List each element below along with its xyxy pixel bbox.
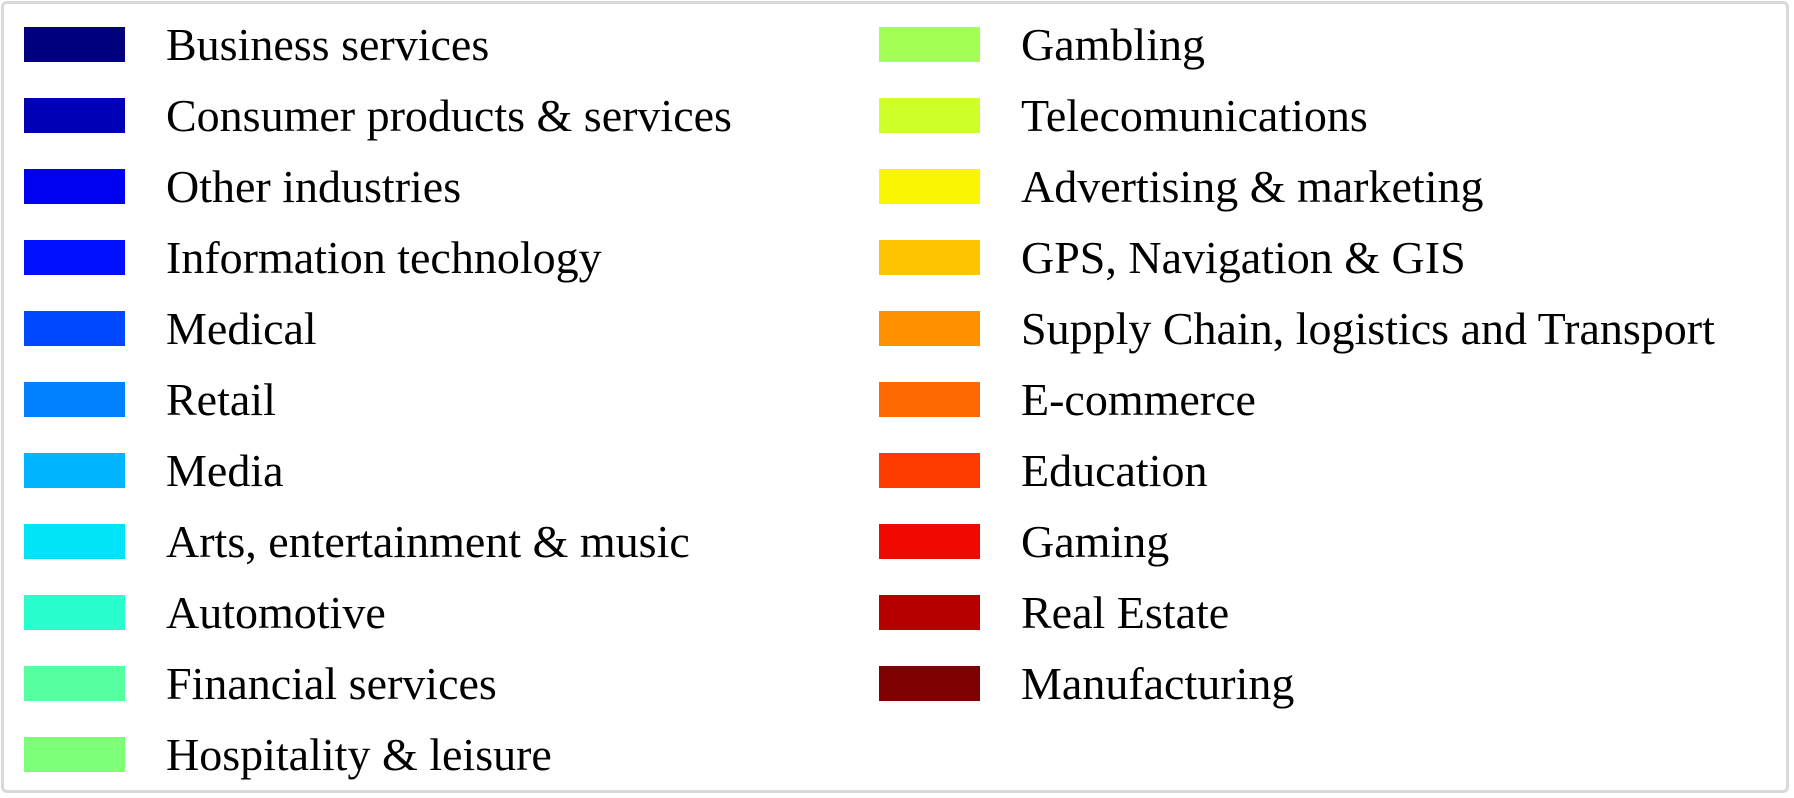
legend-label: Gaming: [1021, 516, 1170, 567]
legend-swatch: [24, 311, 125, 346]
legend-swatch: [24, 666, 125, 701]
legend-label: Advertising & marketing: [1021, 161, 1484, 212]
legend-swatch: [879, 382, 980, 417]
legend-swatch: [24, 27, 125, 62]
legend-label: Automotive: [166, 587, 386, 638]
legend-label: Education: [1021, 445, 1208, 496]
legend-label: Consumer products & services: [166, 90, 732, 141]
legend-label: Other industries: [166, 161, 462, 212]
legend-label: Supply Chain, logistics and Transport: [1021, 303, 1715, 354]
legend-swatch: [879, 311, 980, 346]
legend-label: E-commerce: [1021, 374, 1256, 425]
legend-swatch: [879, 666, 980, 701]
legend-swatch: [24, 595, 125, 630]
legend-label: Information technology: [166, 232, 602, 283]
legend-swatch: [24, 453, 125, 488]
legend-label: Gambling: [1021, 19, 1205, 70]
legend-label: Media: [166, 445, 284, 496]
legend-swatch: [24, 737, 125, 772]
legend-label: Medical: [166, 303, 317, 354]
legend-label: Telecomunications: [1021, 90, 1368, 141]
legend-swatch: [879, 595, 980, 630]
legend-swatch: [879, 524, 980, 559]
legend-swatch: [24, 98, 125, 133]
legend-swatch: [879, 27, 980, 62]
legend-swatch: [879, 240, 980, 275]
legend-swatch: [879, 169, 980, 204]
legend-swatch: [879, 98, 980, 133]
legend-swatch: [879, 453, 980, 488]
legend-swatch: [24, 382, 125, 417]
legend-label: GPS, Navigation & GIS: [1021, 232, 1466, 283]
legend-swatch: [24, 240, 125, 275]
legend-label: Manufacturing: [1021, 658, 1295, 709]
legend-label: Real Estate: [1021, 587, 1230, 638]
legend-swatch: [24, 169, 125, 204]
legend-label: Business services: [166, 19, 490, 70]
legend-label: Hospitality & leisure: [166, 729, 552, 780]
legend-swatch: [24, 524, 125, 559]
legend-label: Retail: [166, 374, 276, 425]
legend-label: Arts, entertainment & music: [166, 516, 690, 567]
legend-label: Financial services: [166, 658, 497, 709]
